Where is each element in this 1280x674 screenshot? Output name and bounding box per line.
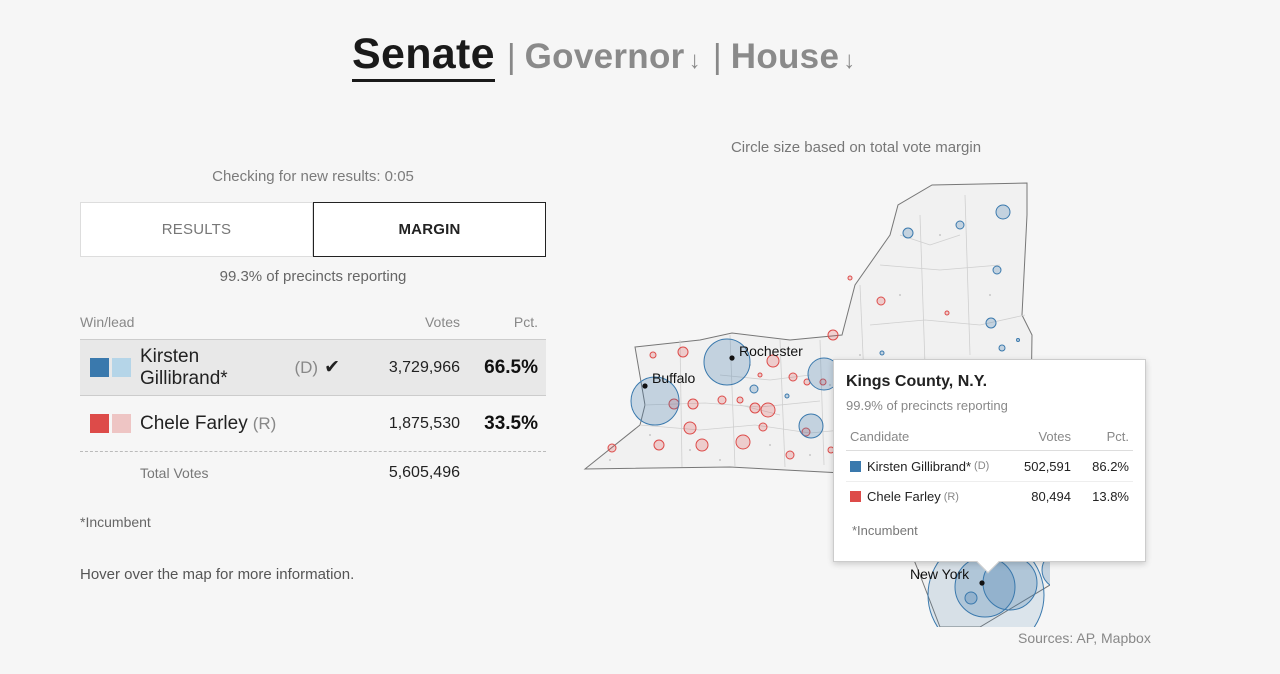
party-swatch bbox=[90, 358, 131, 377]
swatch-light bbox=[112, 358, 131, 377]
map-sources: Sources: AP, Mapbox bbox=[1018, 630, 1151, 646]
candidate-pct: 66.5% bbox=[484, 356, 538, 378]
tt-candidate-pct: 13.8% bbox=[1092, 489, 1129, 504]
race-nav: Senate | Governor ↓ | House ↓ bbox=[352, 30, 856, 86]
view-toggle: RESULTS MARGIN bbox=[80, 202, 546, 257]
table-row: Kirsten Gillibrand* (D) 502,591 86.2% bbox=[846, 451, 1133, 481]
party-swatch bbox=[850, 491, 861, 502]
city-labels: Rochester Buffalo New York bbox=[652, 343, 970, 582]
nav-separator: | bbox=[506, 38, 516, 76]
total-votes-value: 5,605,496 bbox=[388, 464, 460, 481]
candidate-pct: 33.5% bbox=[484, 412, 538, 434]
buffalo-dot bbox=[642, 383, 648, 389]
candidate-cell: Kirsten Gillibrand* (D) ✔ bbox=[80, 346, 340, 390]
tt-candidate-party: (D) bbox=[974, 460, 990, 472]
nav-house-label: House bbox=[730, 37, 840, 76]
results-table: Win/lead Votes Pct. Kirsten Gillibrand* … bbox=[80, 314, 546, 494]
header-winlead: Win/lead bbox=[80, 314, 135, 330]
candidate-votes: 3,729,966 bbox=[388, 358, 460, 376]
tt-candidate-pct: 86.2% bbox=[1092, 458, 1129, 474]
header-pct: Pct. bbox=[513, 314, 538, 330]
tt-header-candidate: Candidate bbox=[850, 429, 910, 444]
tt-candidate-cell: Kirsten Gillibrand* (D) bbox=[850, 459, 991, 474]
swatch-dark bbox=[90, 358, 109, 377]
tt-candidate-votes: 80,494 bbox=[1031, 489, 1071, 504]
party-swatch bbox=[850, 460, 861, 472]
tt-candidate-name: Kirsten Gillibrand* bbox=[867, 458, 972, 474]
nav-senate[interactable]: Senate bbox=[352, 30, 495, 82]
tt-header-pct: Pct. bbox=[1106, 429, 1129, 444]
hover-instructions: Hover over the map for more information. bbox=[80, 566, 355, 583]
candidate-cell: Chele Farley (R) bbox=[80, 413, 340, 435]
tooltip-incumbent-note: *Incumbent bbox=[852, 523, 918, 538]
header-votes: Votes bbox=[424, 314, 460, 330]
arrow-down-icon: ↓ bbox=[843, 47, 856, 74]
newyork-dot bbox=[979, 580, 985, 586]
nav-governor[interactable]: Governor ↓ bbox=[525, 37, 701, 77]
incumbent-note: *Incumbent bbox=[80, 514, 151, 530]
table-header: Win/lead Votes Pct. bbox=[80, 314, 546, 340]
checkmark-icon: ✔ bbox=[324, 357, 340, 378]
tt-candidate-party: (R) bbox=[943, 490, 959, 503]
rochester-dot bbox=[729, 355, 735, 361]
tt-candidate-name: Chele Farley bbox=[867, 489, 941, 504]
tt-candidate-cell: Chele Farley (R) bbox=[850, 489, 991, 504]
candidate-party: (R) bbox=[252, 413, 277, 433]
city-label-newyork: New York bbox=[910, 566, 970, 582]
tooltip-table: Candidate Votes Pct. Kirsten Gillibrand*… bbox=[846, 429, 1133, 511]
table-row: Chele Farley (R) 80,494 13.8% bbox=[846, 481, 1133, 511]
city-label-rochester: Rochester bbox=[739, 343, 803, 359]
city-markers bbox=[642, 355, 985, 586]
table-row: Chele Farley (R) 1,875,530 33.5% bbox=[80, 396, 546, 452]
candidate-votes: 1,875,530 bbox=[388, 414, 460, 432]
tt-candidate-votes: 502,591 bbox=[1024, 458, 1071, 474]
tt-header-votes: Votes bbox=[1038, 429, 1071, 444]
republican-county-circles[interactable] bbox=[607, 275, 950, 460]
nav-house[interactable]: House ↓ bbox=[731, 37, 856, 77]
party-swatch bbox=[90, 414, 131, 433]
candidate-party: (D) bbox=[294, 357, 319, 377]
total-votes-label: Total Votes bbox=[140, 465, 209, 481]
swatch-dark bbox=[90, 414, 109, 433]
candidate-name: Chele Farley bbox=[140, 412, 248, 434]
county-tooltip: Kings County, N.Y. 99.9% of precincts re… bbox=[833, 359, 1146, 574]
swatch-light bbox=[112, 414, 131, 433]
town-dots bbox=[609, 234, 991, 461]
candidate-name: Kirsten Gillibrand* bbox=[140, 345, 228, 389]
map-caption: Circle size based on total vote margin bbox=[730, 139, 982, 156]
tooltip-reporting: 99.9% of precincts reporting bbox=[846, 398, 1008, 413]
total-row: Total Votes 5,605,496 bbox=[80, 452, 546, 494]
tooltip-table-header: Candidate Votes Pct. bbox=[846, 429, 1133, 451]
table-row: Kirsten Gillibrand* (D) ✔ 3,729,966 66.5… bbox=[80, 340, 546, 396]
results-toggle-button[interactable]: RESULTS bbox=[80, 202, 313, 257]
refresh-countdown: Checking for new results: 0:05 bbox=[212, 168, 414, 185]
arrow-down-icon: ↓ bbox=[688, 47, 701, 74]
tooltip-title: Kings County, N.Y. bbox=[846, 373, 988, 390]
precincts-reporting: 99.3% of precincts reporting bbox=[219, 268, 407, 285]
margin-toggle-button[interactable]: MARGIN bbox=[313, 202, 546, 257]
nav-separator: | bbox=[712, 38, 722, 76]
nav-governor-label: Governor bbox=[524, 37, 685, 76]
city-label-buffalo: Buffalo bbox=[652, 370, 696, 386]
